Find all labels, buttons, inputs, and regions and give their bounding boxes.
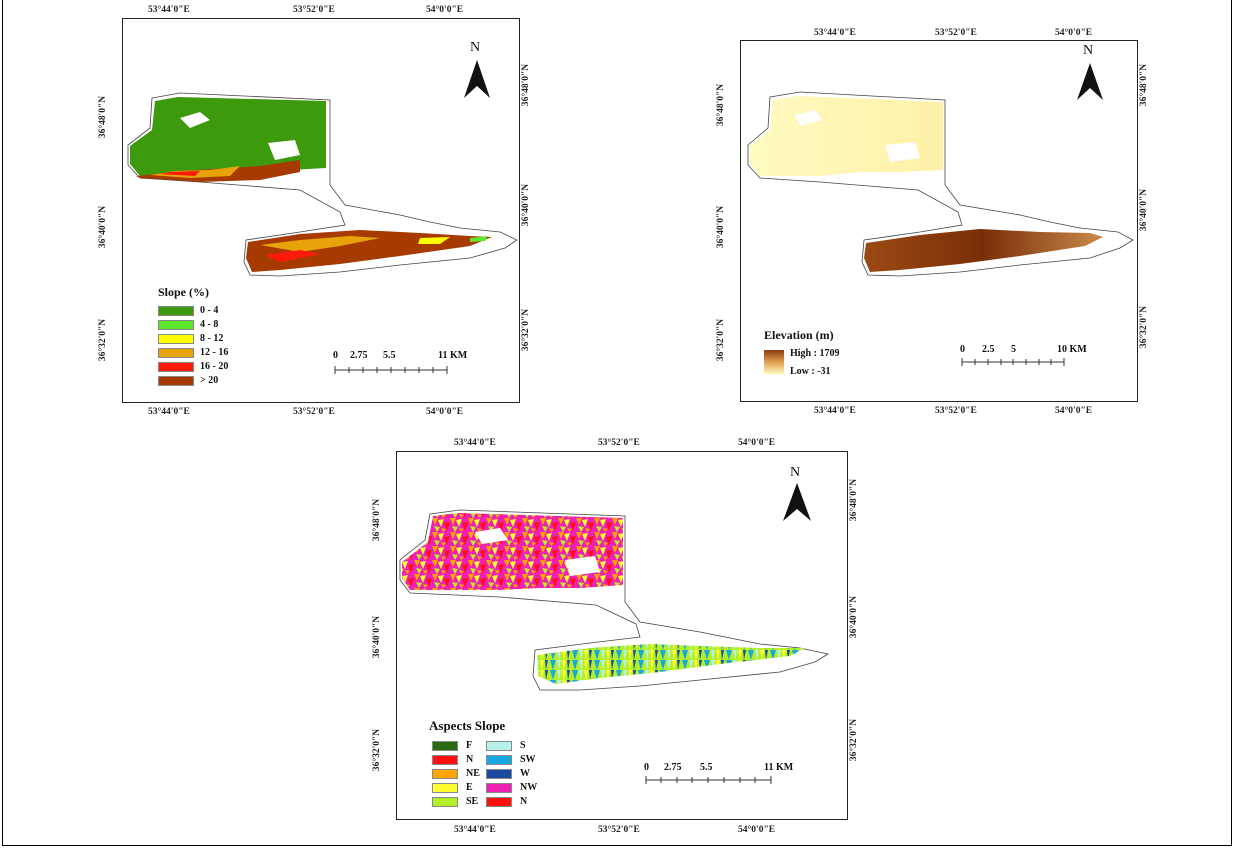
elev-bottom-coord-2: 53°52'0"E xyxy=(935,406,977,416)
elev-north-arrow-icon xyxy=(1077,63,1103,100)
slope-swatch-gt20 xyxy=(158,375,194,386)
aspect-swatch-F xyxy=(432,740,458,751)
slope-south-orange xyxy=(260,236,380,252)
aspect-north-label: N xyxy=(790,465,801,480)
aspect-bottom-coord-3: 54°0'0"E xyxy=(738,825,776,835)
elev-top-coord-3: 54°0'0"E xyxy=(1055,28,1093,38)
slope-swatch-4-8 xyxy=(158,319,194,330)
aspect-swatch-SE xyxy=(432,796,458,807)
slope-gap-1 xyxy=(180,112,210,128)
elev-legend-title: Elevation (m) xyxy=(764,328,834,342)
slope-top-coord-3: 54°0'0"E xyxy=(426,5,464,15)
elev-mountain-zone xyxy=(864,229,1103,272)
aspect-legend-item: SW xyxy=(486,754,536,765)
slope-bottom-coord-2: 53°52'0"E xyxy=(293,407,335,417)
elev-boundary-outline xyxy=(747,91,1134,277)
aspect-swatch-NW xyxy=(486,782,512,793)
aspect-swatch-S xyxy=(486,740,512,751)
aspect-legend-item: SE xyxy=(432,796,478,807)
elev-bottom-coord-1: 53°44'0"E xyxy=(814,406,856,416)
aspect-scale-label: 0 xyxy=(644,762,649,773)
aspect-top-coord-3: 54°0'0"E xyxy=(738,438,776,448)
elevation-map-graphic xyxy=(747,63,1134,374)
elev-north-label: N xyxy=(1083,43,1094,58)
aspect-gap-1 xyxy=(475,528,508,544)
aspect-south-zone xyxy=(537,644,805,684)
slope-bottom-coord-3: 54°0'0"E xyxy=(426,407,464,417)
aspect-legend-item: S xyxy=(486,740,526,751)
aspect-scale-label: 11 KM xyxy=(764,762,794,773)
aspect-scale-label: 2.75 xyxy=(664,762,682,773)
slope-south-green xyxy=(470,236,488,242)
aspect-bottom-coord-1: 53°44'0"E xyxy=(454,825,496,835)
slope-gap-2 xyxy=(268,140,300,160)
slope-legend-item: > 20 xyxy=(158,375,218,386)
aspect-swatch-SW xyxy=(486,754,512,765)
elev-legend-ramp xyxy=(764,350,784,374)
aspect-scale-label: 5.5 xyxy=(700,762,713,773)
aspect-scale-ticks xyxy=(645,776,772,784)
aspect-legend-item: F xyxy=(432,740,472,751)
aspect-north-zone xyxy=(402,513,623,590)
slope-legend-item: 8 - 12 xyxy=(158,333,223,344)
aspect-legend-item: N xyxy=(486,796,527,807)
aspect-top-coord-1: 53°44'0"E xyxy=(454,438,496,448)
elev-gap-2 xyxy=(885,142,920,162)
elev-scale-label: 5 xyxy=(1011,344,1016,355)
slope-swatch-16-20 xyxy=(158,361,194,372)
slope-scale-ticks xyxy=(334,366,448,374)
slope-foothill-red xyxy=(160,171,200,176)
slope-south-yellow xyxy=(418,237,450,244)
slope-swatch-0-4 xyxy=(158,305,194,316)
elev-bottom-coord-3: 54°0'0"E xyxy=(1055,406,1093,416)
elev-scale-label: 0 xyxy=(960,344,965,355)
slope-scale-label: 0 xyxy=(333,350,338,361)
slope-swatch-12-16 xyxy=(158,347,194,358)
slope-scale-label: 11 KM xyxy=(438,350,468,361)
slope-map-graphic xyxy=(127,60,518,374)
aspect-top-coord-2: 53°52'0"E xyxy=(598,438,640,448)
elev-scale-label: 10 KM xyxy=(1057,344,1087,355)
slope-south-red xyxy=(265,250,320,262)
slope-top-coord-1: 53°44'0"E xyxy=(148,5,190,15)
elev-legend-high: High : 1709 xyxy=(790,348,840,359)
slope-north-arrow-icon xyxy=(464,60,490,98)
slope-top-coord-2: 53°52'0"E xyxy=(293,5,335,15)
aspect-swatch-W xyxy=(486,768,512,779)
elev-legend-low: Low : -31 xyxy=(790,366,831,377)
aspect-legend-item: NW xyxy=(486,782,537,793)
slope-legend-title: Slope (%) xyxy=(158,285,209,299)
aspect-legend-title: Aspects Slope xyxy=(429,718,506,733)
aspect-legend-item: W xyxy=(486,768,530,779)
aspect-bottom-coord-2: 53°52'0"E xyxy=(598,825,640,835)
aspect-swatch-E xyxy=(432,782,458,793)
aspect-boundary-outline xyxy=(399,509,830,691)
elev-scale-label: 2.5 xyxy=(982,344,995,355)
slope-scale-label: 5.5 xyxy=(383,350,396,361)
elev-top-coord-2: 53°52'0"E xyxy=(935,28,977,38)
slope-legend-item: 4 - 8 xyxy=(158,319,218,330)
aspect-north-arrow-icon xyxy=(783,483,811,521)
slope-swatch-8-12 xyxy=(158,333,194,344)
aspect-legend-item: E xyxy=(432,782,473,793)
slope-scale-label: 2.75 xyxy=(350,350,368,361)
aspect-gap-2 xyxy=(565,556,600,576)
elev-gap-1 xyxy=(795,110,822,126)
slope-north-label: N xyxy=(470,40,481,55)
slope-legend-item: 0 - 4 xyxy=(158,305,218,316)
aspect-swatch-NE xyxy=(432,768,458,779)
slope-legend-item: 12 - 16 xyxy=(158,347,228,358)
slope-legend-item: 16 - 20 xyxy=(158,361,228,372)
aspect-legend-item: NE xyxy=(432,768,480,779)
slope-bottom-coord-1: 53°44'0"E xyxy=(148,407,190,417)
aspect-legend-item: N xyxy=(432,754,473,765)
aspect-swatch-N2 xyxy=(486,796,512,807)
elev-scale-ticks xyxy=(961,358,1065,366)
aspect-swatch-N xyxy=(432,754,458,765)
elev-top-coord-1: 53°44'0"E xyxy=(814,28,856,38)
aspect-map-frame xyxy=(396,451,848,820)
